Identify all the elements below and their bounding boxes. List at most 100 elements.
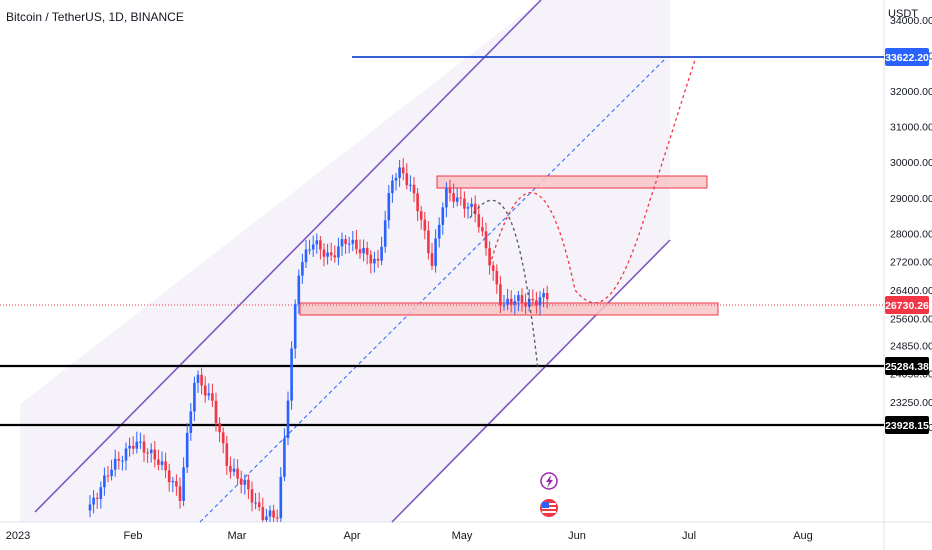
us-flag-icon[interactable] bbox=[540, 499, 558, 517]
candle-body bbox=[391, 180, 394, 194]
candle-body bbox=[153, 449, 157, 460]
candle-body bbox=[434, 238, 437, 266]
x-tick-label: Jun bbox=[568, 530, 586, 542]
candle-body bbox=[376, 258, 380, 261]
resistance-zone[interactable] bbox=[436, 175, 708, 189]
candle-body bbox=[383, 220, 387, 247]
candle-body bbox=[171, 481, 175, 483]
candle-body bbox=[535, 300, 538, 306]
candle-body bbox=[340, 239, 344, 247]
candle-body bbox=[427, 230, 430, 254]
candle-body bbox=[283, 438, 286, 477]
candle-body bbox=[193, 382, 196, 412]
price-tag-bg bbox=[885, 48, 929, 66]
x-tick-label: 2023 bbox=[6, 530, 30, 542]
candle-body bbox=[92, 497, 95, 505]
candle-body bbox=[409, 184, 412, 186]
candle-body bbox=[491, 265, 495, 271]
candle-body bbox=[301, 262, 304, 276]
candle-body bbox=[124, 448, 128, 461]
candle-body bbox=[99, 487, 103, 499]
candle-body bbox=[459, 197, 463, 199]
support-zone[interactable] bbox=[299, 302, 719, 316]
candle-body bbox=[175, 481, 178, 487]
candle-body bbox=[164, 461, 167, 471]
x-tick-label: May bbox=[452, 530, 473, 542]
channel-upper-line[interactable] bbox=[34, 0, 542, 513]
candle-body bbox=[254, 502, 257, 504]
candle-body bbox=[473, 203, 477, 215]
candle-body bbox=[304, 249, 308, 263]
price-tag-bg bbox=[885, 296, 929, 314]
candle-body bbox=[257, 502, 261, 508]
candle-body bbox=[319, 240, 322, 250]
candle-body bbox=[279, 476, 283, 519]
candle-body bbox=[113, 458, 117, 470]
price-tag[interactable]: 25284.38 bbox=[885, 357, 929, 375]
price-tag-bg bbox=[885, 357, 929, 375]
candle-body bbox=[412, 184, 416, 194]
channel-lower-line[interactable] bbox=[391, 239, 671, 523]
y-tick-label: 34000.00 bbox=[890, 15, 932, 27]
x-tick-label: Aug bbox=[793, 530, 813, 542]
candle-body bbox=[178, 486, 182, 501]
candle-body bbox=[211, 393, 214, 401]
price-tag[interactable]: 23928.15 bbox=[885, 416, 929, 434]
candle-body bbox=[135, 441, 139, 449]
candle-body bbox=[401, 167, 405, 174]
candle-body bbox=[185, 432, 189, 468]
candle-body bbox=[286, 400, 290, 439]
candle-body bbox=[189, 411, 193, 433]
candle-body bbox=[437, 224, 441, 239]
price-tag[interactable]: 26730.26 bbox=[885, 296, 929, 314]
candle-body bbox=[290, 348, 293, 401]
candle-body bbox=[362, 247, 365, 254]
price-tag-label: 26730.26 bbox=[885, 300, 929, 312]
candle-body bbox=[250, 489, 254, 503]
x-tick-label: Jul bbox=[682, 530, 696, 542]
candle-body bbox=[509, 298, 513, 305]
candle-body bbox=[311, 244, 315, 250]
candle-body bbox=[157, 459, 160, 465]
candle-body bbox=[95, 497, 99, 499]
y-tick-label: 24850.00 bbox=[890, 340, 932, 352]
price-tag[interactable]: 33622.20 bbox=[885, 48, 929, 66]
candle-body bbox=[419, 211, 423, 220]
candle-body bbox=[117, 458, 121, 461]
candle-body bbox=[538, 297, 542, 306]
candle-body bbox=[517, 295, 520, 302]
candle-body bbox=[243, 479, 247, 485]
candle-body bbox=[225, 443, 229, 466]
candle-body bbox=[506, 298, 509, 305]
candle-body bbox=[139, 441, 142, 443]
channel-midline[interactable] bbox=[199, 57, 667, 523]
candle-body bbox=[502, 304, 506, 306]
candle-body bbox=[315, 240, 319, 245]
lightning-icon[interactable] bbox=[540, 472, 558, 490]
candle-body bbox=[524, 302, 527, 307]
candle-body bbox=[103, 475, 106, 488]
candle-body bbox=[214, 400, 218, 424]
candle-body bbox=[167, 470, 171, 483]
candle-body bbox=[333, 255, 337, 258]
candle-body bbox=[484, 231, 488, 249]
y-tick-label: 25600.00 bbox=[890, 314, 932, 326]
candle-body bbox=[265, 516, 268, 520]
candle-body bbox=[545, 293, 549, 300]
candle-body bbox=[308, 249, 311, 251]
candle-body bbox=[380, 246, 383, 261]
candle-body bbox=[387, 193, 391, 221]
price-tag-bg bbox=[885, 416, 929, 434]
candle-body bbox=[326, 252, 329, 257]
candle-body bbox=[247, 479, 250, 490]
candle-body bbox=[297, 275, 301, 305]
candle-body bbox=[452, 193, 455, 202]
candle-body bbox=[110, 469, 113, 477]
candle-body bbox=[329, 252, 333, 256]
candle-body bbox=[351, 239, 355, 244]
candle-body bbox=[369, 254, 373, 264]
y-tick-label: 23250.00 bbox=[890, 397, 932, 409]
candle-body bbox=[405, 173, 409, 186]
candle-body bbox=[455, 197, 459, 202]
